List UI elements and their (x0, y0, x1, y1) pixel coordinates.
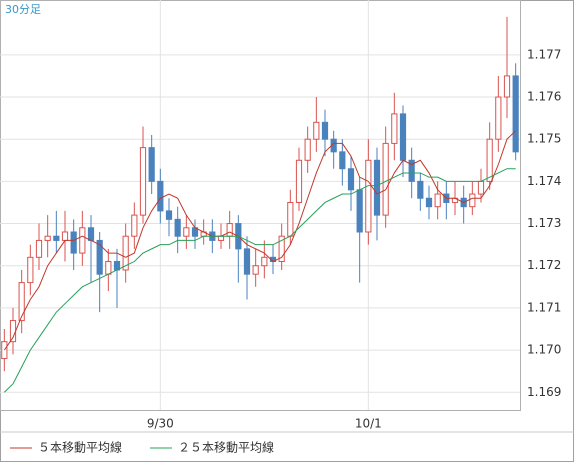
plot-area (0, 0, 521, 411)
legend-label: ５本移動平均線 (38, 440, 122, 455)
y-tick-label: 1.174 (527, 174, 561, 188)
candle-body (1, 341, 8, 360)
candle-body (165, 210, 173, 220)
candle-body (399, 113, 407, 161)
candle-body (313, 121, 320, 140)
candle-body (408, 159, 415, 182)
candle-body (35, 239, 43, 258)
candle-body (243, 248, 251, 275)
candle-body (105, 261, 112, 275)
moving-average-line (3, 168, 516, 393)
chart-title: 30分足 (5, 3, 41, 16)
candle-body (339, 151, 346, 170)
candle-body (18, 282, 25, 322)
candle-body (157, 180, 164, 212)
candle-body (373, 159, 381, 216)
candle-body (96, 239, 103, 275)
candle-body (278, 235, 285, 263)
candle-body (148, 147, 155, 182)
candle-body (61, 231, 69, 241)
y-tick-label: 1.170 (527, 343, 561, 357)
candle-body (261, 256, 268, 267)
candle-body (304, 138, 311, 161)
y-tick-label: 1.173 (527, 216, 561, 230)
candle-body (477, 180, 485, 195)
candle-body (226, 223, 233, 237)
y-tick-label: 1.171 (527, 300, 561, 314)
candle-body (44, 235, 51, 241)
candle-body (356, 189, 363, 233)
candle-body (122, 235, 129, 271)
candle-body (9, 320, 17, 343)
y-tick-label: 1.169 (527, 385, 561, 399)
candle-body (139, 147, 147, 216)
candle-body (252, 265, 259, 275)
candle-body (217, 235, 225, 241)
candle-body (347, 168, 355, 191)
legend-label: ２５本移動平均線 (178, 440, 274, 455)
x-tick-label: 10/1 (355, 417, 382, 431)
candle-body (495, 96, 502, 140)
moving-average-line (3, 130, 517, 351)
candle-body (365, 159, 372, 233)
candle-body (503, 75, 511, 98)
candle-body (70, 231, 77, 254)
candle-body (287, 201, 294, 237)
y-tick-label: 1.177 (527, 47, 561, 61)
y-tick-label: 1.176 (527, 90, 561, 104)
candle-body (321, 121, 329, 140)
candle-body (425, 197, 433, 208)
candle-body (382, 142, 389, 216)
x-tick-label: 9/30 (147, 417, 174, 431)
candle-body (27, 256, 34, 284)
candle-body (417, 180, 424, 199)
candle-body (131, 214, 138, 237)
candle-body (174, 218, 181, 237)
y-tick-label: 1.175 (527, 132, 561, 146)
candle-body (295, 159, 303, 203)
candle-body (512, 75, 519, 153)
candle-body (87, 227, 95, 241)
candle-body (53, 235, 60, 241)
candle-body (79, 227, 86, 254)
candle-body (434, 193, 441, 208)
candle-body (391, 113, 398, 144)
candle-body (469, 193, 476, 208)
candle-body (486, 138, 493, 182)
y-tick-label: 1.172 (527, 258, 561, 272)
candle-body (183, 227, 190, 237)
